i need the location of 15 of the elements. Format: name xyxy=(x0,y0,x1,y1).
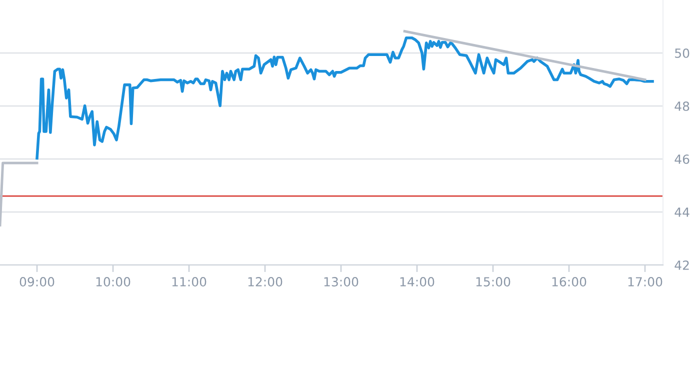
y-tick-label: 48 xyxy=(674,101,690,111)
x-tick-label: 09:00 xyxy=(20,277,54,286)
line-series xyxy=(36,36,654,160)
y-tick-label: 46 xyxy=(674,154,690,164)
x-tick-label: 16:00 xyxy=(552,277,586,286)
x-tick-label: 17:00 xyxy=(628,277,662,286)
x-tick-label: 12:00 xyxy=(248,277,282,286)
x-tick-label: 14:00 xyxy=(400,277,434,286)
x-tick-label: 10:00 xyxy=(96,277,130,286)
y-tick-label: 50 xyxy=(675,48,690,58)
x-tick-label: 11:00 xyxy=(172,277,206,286)
y-tick-label: 44 xyxy=(674,208,690,217)
x-tick-label: 13:00 xyxy=(324,277,358,286)
x-tick-label: 15:00 xyxy=(476,277,510,286)
y-tick-label: 42 xyxy=(674,260,689,270)
